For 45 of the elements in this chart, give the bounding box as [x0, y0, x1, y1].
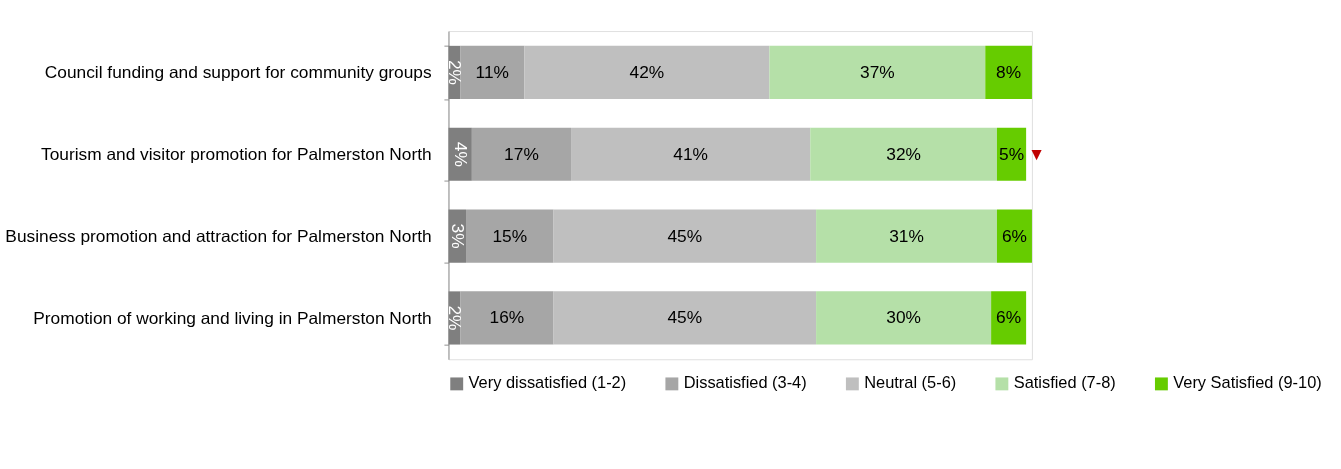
data-label: 17% — [504, 143, 539, 164]
data-label: 11% — [475, 61, 509, 82]
data-label: 45% — [667, 307, 703, 328]
y-tick-label: Business promotion and attraction for Palmerston North — [5, 226, 432, 247]
y-tick-label: Promotion of working and living in Palmerston North — [33, 307, 432, 328]
legend-label: Dissatisfied (3-4) — [683, 373, 807, 392]
data-label: 37% — [860, 61, 895, 82]
data-label: 41% — [673, 143, 708, 164]
y-tick-label: Tourism and visitor promotion for Palmerston North — [41, 144, 432, 165]
bar — [810, 127, 997, 181]
data-label: 45% — [667, 225, 703, 246]
data-label: 4% — [450, 141, 471, 167]
data-label: 30% — [886, 307, 921, 328]
data-label: 6% — [1001, 225, 1027, 246]
bar — [524, 45, 770, 100]
y-tick-label: Council funding and support for community groups — [44, 62, 432, 83]
bar — [769, 45, 986, 100]
bar — [553, 291, 817, 345]
data-label: 2% — [444, 59, 465, 85]
legend-label: Very Satisfied (9-10) — [1173, 373, 1322, 392]
bar — [996, 209, 1032, 263]
annotation: ▼ — [1027, 143, 1046, 164]
bar — [460, 291, 554, 345]
bar — [991, 291, 1027, 345]
data-label: 32% — [886, 143, 921, 164]
bar — [553, 209, 817, 263]
legend-label: Neutral (5-6) — [864, 373, 957, 392]
data-label: 2% — [444, 305, 465, 331]
bar — [816, 291, 992, 345]
data-label: 42% — [629, 61, 665, 82]
bar — [571, 127, 811, 181]
data-label: 16% — [489, 307, 525, 328]
bar — [466, 209, 554, 263]
data-label: 5% — [999, 143, 1025, 164]
bar — [985, 45, 1032, 100]
data-label: 6% — [996, 307, 1022, 328]
bar — [816, 209, 997, 263]
bar — [460, 45, 525, 100]
bar — [471, 127, 572, 181]
legend-label: Satisfied (7-8) — [1013, 373, 1116, 392]
data-label: 15% — [492, 225, 528, 246]
data-label: 3% — [447, 223, 468, 249]
data-label: 31% — [889, 225, 924, 246]
data-label: 8% — [996, 61, 1022, 82]
legend-label: Very dissatisfied (1-2) — [468, 373, 627, 392]
